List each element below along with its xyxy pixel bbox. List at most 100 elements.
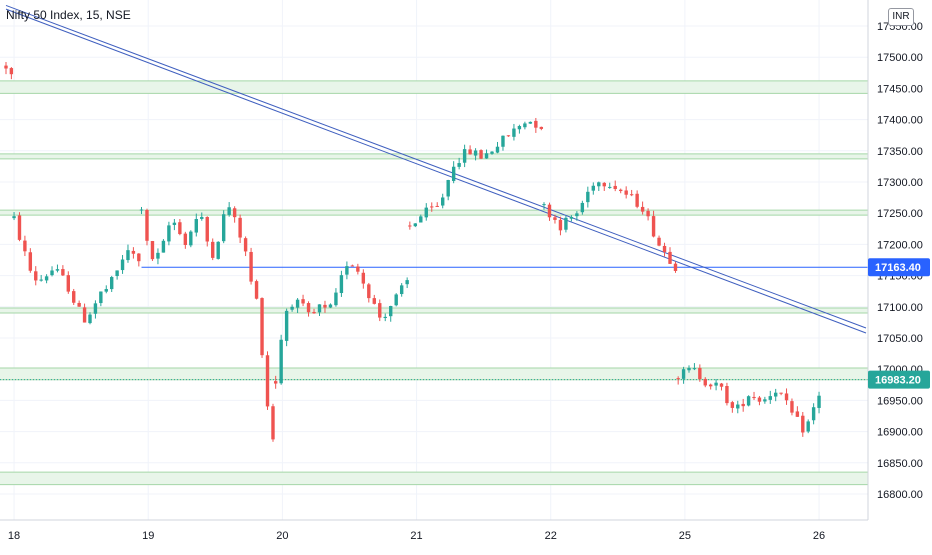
x-tick-label: 18 — [8, 530, 20, 542]
x-tick-label: 20 — [276, 530, 288, 542]
candle-body — [339, 275, 344, 294]
candle-body — [719, 383, 724, 387]
candle-body — [44, 276, 49, 281]
candle-body — [383, 316, 387, 319]
candle-body — [692, 368, 697, 370]
candle-body — [580, 202, 585, 213]
candle-body — [602, 182, 606, 187]
candle-body — [137, 253, 141, 262]
candle-body — [265, 355, 270, 407]
sr-zone — [0, 153, 868, 159]
candle-body — [806, 421, 810, 432]
candle-body — [419, 216, 423, 223]
candle-body — [243, 238, 248, 252]
candle-body — [378, 303, 382, 318]
candle-body — [424, 207, 428, 218]
x-tick-label: 25 — [679, 530, 691, 542]
candle-body — [741, 403, 745, 407]
candle-body — [178, 222, 182, 235]
candle-body — [430, 206, 434, 208]
trendline[interactable] — [5, 4, 867, 329]
candle-body — [189, 231, 193, 246]
candle-body — [662, 245, 667, 252]
candle-body — [795, 411, 800, 417]
candle-body — [361, 272, 366, 284]
candle-body — [290, 306, 294, 310]
candle-body — [640, 206, 645, 212]
candle-body — [462, 149, 467, 163]
candle-body — [768, 396, 772, 400]
candle-body — [564, 217, 568, 230]
y-tick-label: 16950.00 — [877, 395, 923, 407]
currency-badge[interactable]: INR — [888, 8, 914, 26]
candle-body — [28, 252, 33, 271]
candle-body — [273, 381, 278, 384]
candle-body — [120, 259, 125, 271]
candle-body — [811, 407, 816, 421]
y-tick-label: 16850.00 — [877, 458, 923, 470]
candle-body — [506, 135, 511, 137]
candle-body — [495, 146, 500, 153]
candle-body — [534, 120, 538, 128]
candle-body — [126, 250, 130, 261]
candle-body — [150, 241, 155, 260]
sr-zone — [0, 308, 868, 314]
horizontal-level-price-label-bg — [868, 258, 930, 277]
y-tick-label: 17500.00 — [877, 52, 923, 64]
candle-body — [484, 153, 489, 159]
candle-body — [323, 304, 327, 308]
candle-body — [773, 392, 778, 397]
candle-body — [249, 251, 253, 282]
candle-body — [205, 217, 209, 242]
candle-body — [725, 386, 729, 404]
candle-body — [221, 214, 226, 242]
candle-body — [372, 298, 376, 304]
candle-body — [542, 204, 546, 206]
candle-body — [356, 266, 360, 272]
candle-body — [4, 65, 8, 69]
candle-body — [703, 378, 707, 386]
candle-body — [553, 217, 557, 220]
y-tick-label: 17450.00 — [877, 83, 923, 95]
candle-body — [547, 204, 552, 218]
candle-body — [61, 269, 65, 276]
candle-body — [698, 367, 702, 380]
candle-body — [55, 269, 60, 271]
candle-body — [216, 241, 220, 259]
candle-body — [93, 303, 98, 314]
candle-body — [441, 197, 445, 206]
candle-body — [468, 149, 472, 155]
candle-body — [394, 294, 398, 306]
candle-body — [784, 393, 789, 401]
candle-body — [317, 304, 322, 313]
y-tick-label: 17300.00 — [877, 177, 923, 189]
candle-body — [779, 392, 783, 394]
candle-body — [367, 284, 371, 299]
candle-body — [451, 166, 456, 181]
candle-body — [591, 185, 596, 191]
y-tick-label: 16900.00 — [877, 427, 923, 439]
candle-body — [34, 271, 38, 281]
trendline[interactable] — [5, 8, 867, 334]
x-tick-label: 19 — [142, 530, 154, 542]
y-tick-label: 17100.00 — [877, 302, 923, 314]
candle-body — [284, 310, 289, 341]
candle-body — [145, 209, 149, 241]
candle-body — [172, 222, 177, 225]
sr-zone — [0, 472, 868, 485]
x-tick-label: 21 — [410, 530, 422, 542]
candle-body — [790, 401, 794, 413]
candle-body — [746, 396, 751, 406]
candle-body — [575, 213, 579, 217]
candle-body — [279, 339, 283, 384]
candle-body — [801, 415, 805, 433]
candle-body — [613, 185, 617, 190]
candle-body — [312, 311, 316, 314]
candle-body — [88, 314, 92, 324]
candle-body — [512, 128, 516, 137]
candle-body — [156, 252, 160, 259]
horizontal-level-price-label: 17163.40 — [875, 262, 921, 274]
candle-body — [608, 186, 612, 188]
